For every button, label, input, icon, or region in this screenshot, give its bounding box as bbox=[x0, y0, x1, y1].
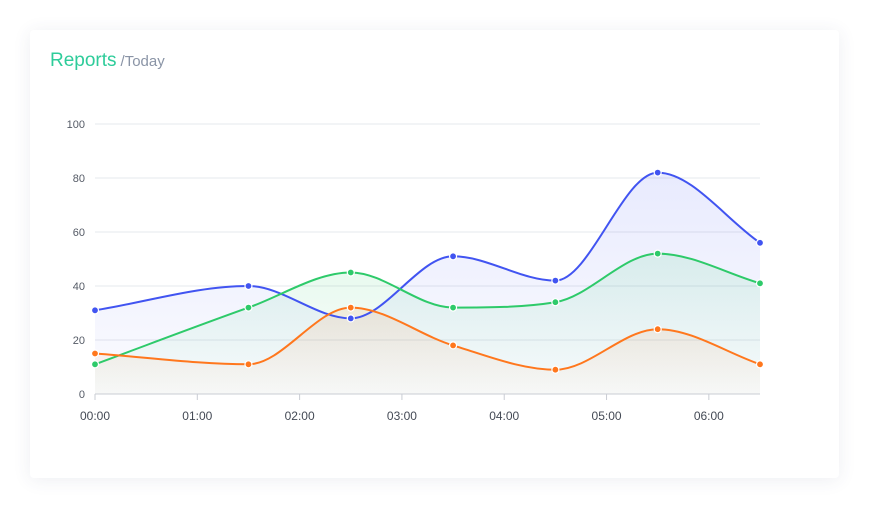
axes: 0 20 40 60 80 100 00:00 01:00 02:00 03:00 04:00 05:… bbox=[67, 119, 760, 423]
data-point[interactable] bbox=[755, 238, 765, 247]
y-tick-label: 40 bbox=[73, 281, 85, 293]
data-point[interactable] bbox=[551, 298, 560, 307]
data-point[interactable] bbox=[551, 276, 560, 285]
data-point[interactable] bbox=[244, 360, 253, 369]
y-tick-label: 80 bbox=[73, 173, 85, 185]
data-point[interactable] bbox=[448, 252, 458, 261]
x-tick-label: 04:00 bbox=[489, 409, 519, 423]
data-point[interactable] bbox=[653, 249, 662, 258]
data-point[interactable] bbox=[755, 360, 765, 369]
card-title: Reports bbox=[50, 50, 117, 71]
data-point[interactable] bbox=[90, 349, 100, 358]
data-point[interactable] bbox=[551, 365, 560, 374]
data-point[interactable] bbox=[90, 360, 100, 369]
y-tick-label: 100 bbox=[67, 119, 85, 131]
series-area-3 bbox=[95, 307, 760, 394]
data-point[interactable] bbox=[653, 168, 662, 177]
data-point[interactable] bbox=[448, 303, 458, 312]
card-header: Reports/Today bbox=[50, 50, 165, 72]
x-tick-label: 05:00 bbox=[592, 409, 622, 423]
x-tick-label: 06:00 bbox=[694, 409, 724, 423]
data-point[interactable] bbox=[448, 341, 458, 350]
data-point[interactable] bbox=[244, 303, 253, 312]
x-tick-label: 02:00 bbox=[285, 409, 315, 423]
data-point[interactable] bbox=[244, 281, 253, 291]
y-tick-label: 60 bbox=[73, 227, 85, 239]
x-tick-label: 00:00 bbox=[80, 409, 110, 423]
data-point[interactable] bbox=[755, 279, 765, 288]
data-point[interactable] bbox=[346, 268, 355, 277]
data-point[interactable] bbox=[346, 314, 355, 323]
x-tick-label: 03:00 bbox=[387, 409, 417, 423]
y-tick-label: 20 bbox=[73, 335, 85, 347]
data-point[interactable] bbox=[653, 325, 662, 334]
data-points bbox=[90, 168, 765, 374]
data-point[interactable] bbox=[346, 303, 355, 312]
area-fills bbox=[95, 172, 760, 394]
card-subtitle: /Today bbox=[120, 53, 165, 70]
y-tick-label: 0 bbox=[79, 389, 85, 401]
data-point[interactable] bbox=[90, 306, 100, 315]
x-tick-label: 01:00 bbox=[182, 409, 212, 423]
